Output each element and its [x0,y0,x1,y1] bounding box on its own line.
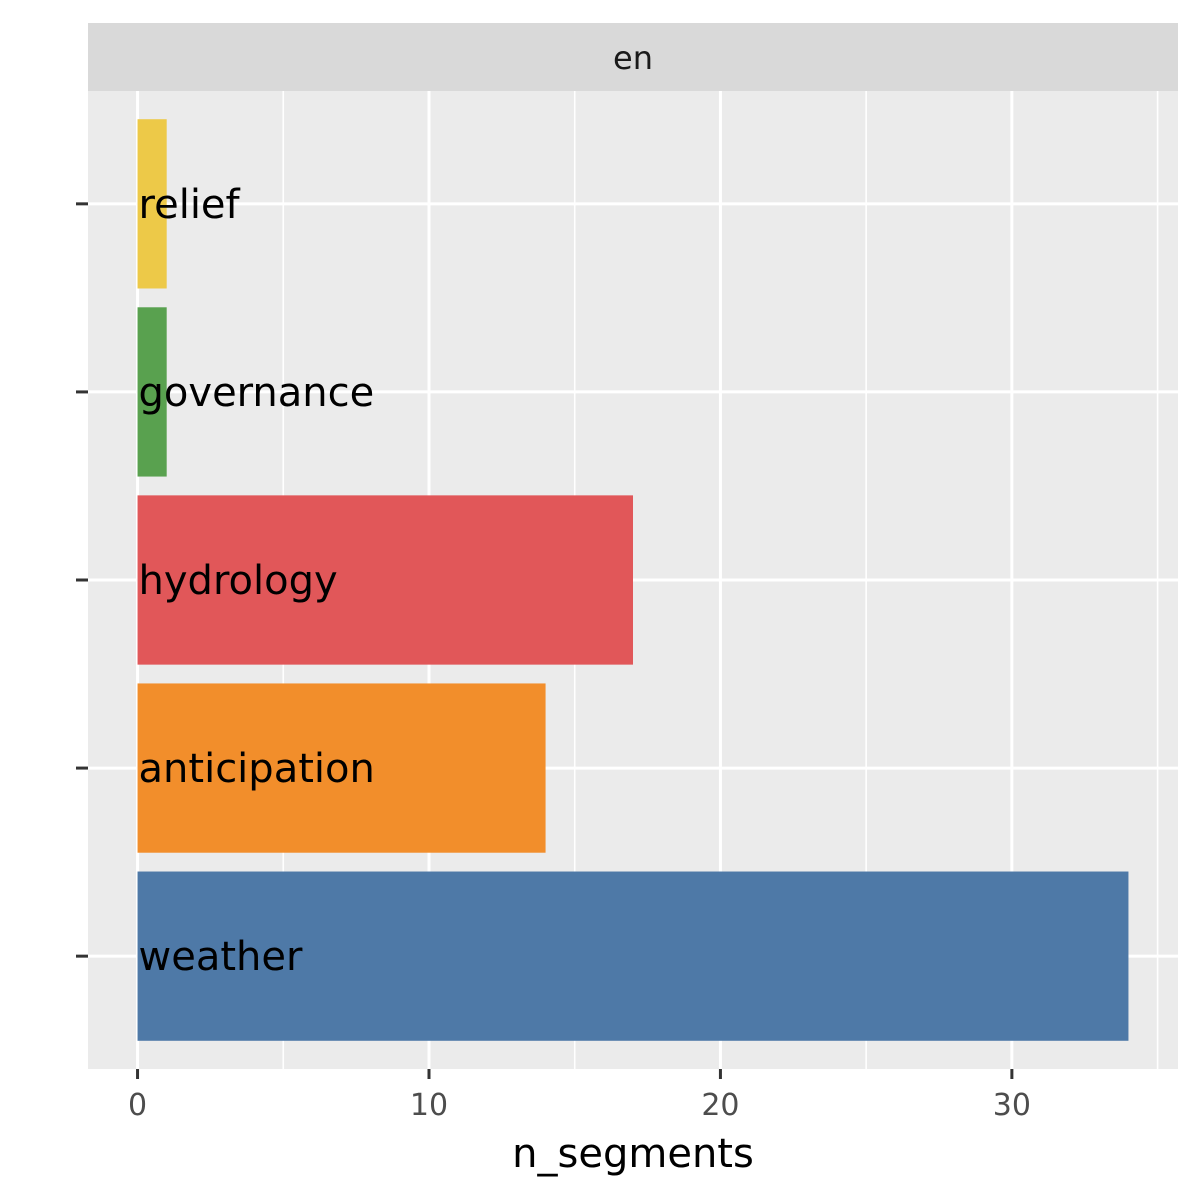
bars: relief governance hydrology anticipation wea… [137,119,1129,1041]
bar-label-anticipation: anticipation [139,746,375,792]
bar-anticipation [137,683,546,853]
bar-label-hydrology: hydrology [139,558,338,604]
bar-label-weather: weather [139,934,303,980]
bar-hydrology [137,495,633,665]
facet-label: en [613,39,653,77]
bar-governance [137,307,167,477]
bar-label-relief: relief [139,182,241,228]
facet-strip [88,23,1178,91]
x-axis-ticks: 0 10 20 30 [128,1069,1031,1123]
bar-label-governance: governance [139,370,375,416]
bar-relief [137,119,167,289]
y-axis-ticks [76,202,88,958]
x-tick-label: 0 [128,1088,147,1123]
x-tick-label: 10 [410,1088,448,1123]
x-tick-label: 30 [993,1088,1031,1123]
bar-weather [137,871,1129,1041]
x-tick-label: 20 [701,1088,739,1123]
x-axis-title: n_segments [512,1131,754,1177]
